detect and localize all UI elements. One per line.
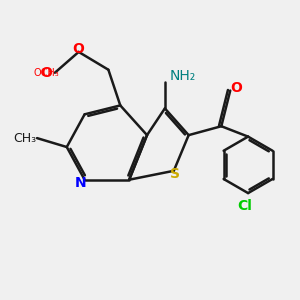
Text: Cl: Cl [238, 200, 253, 214]
Text: OCH₃: OCH₃ [33, 68, 59, 78]
Text: CH₃: CH₃ [14, 132, 37, 145]
Text: O: O [73, 42, 85, 56]
Text: N: N [74, 176, 86, 190]
Text: O: O [230, 81, 242, 94]
Text: NH₂: NH₂ [169, 69, 196, 83]
Text: O: O [40, 66, 52, 80]
Text: S: S [170, 167, 180, 181]
